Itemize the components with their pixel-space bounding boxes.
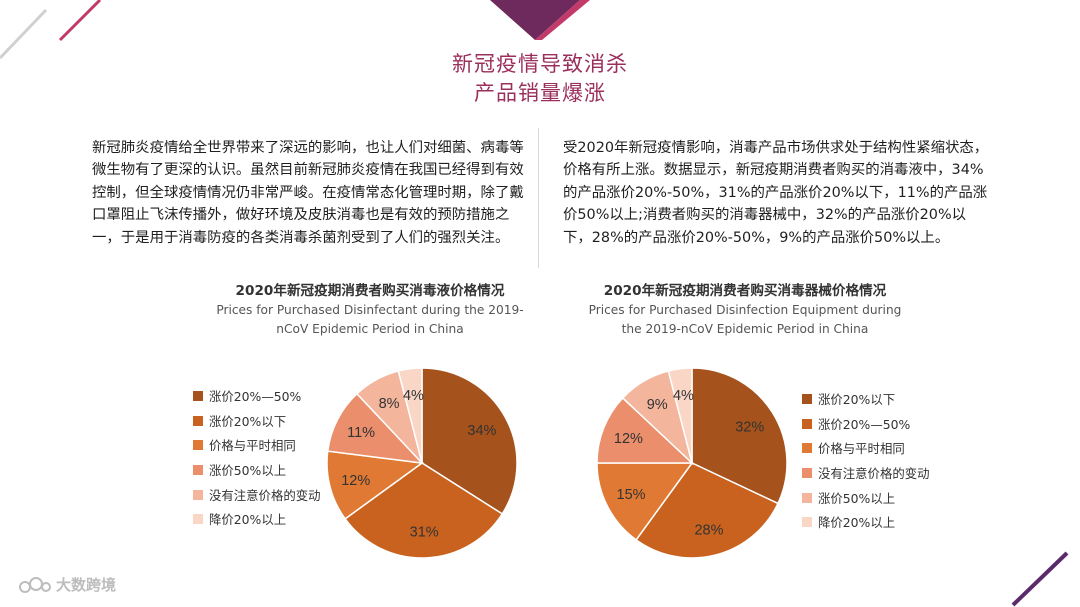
chart1-title-block: 2020年新冠疫期消费者购买消毒液价格情况 Prices for Purchas…: [205, 279, 535, 337]
decor-top-triangle: [490, 0, 590, 40]
chart1-legend-item-0: 涨价20%—50%: [193, 384, 321, 409]
chart2-legend-swatch-1: [802, 418, 812, 429]
chart2-legend-swatch-5: [802, 517, 812, 528]
chart2-legend-item-1: 涨价20%—50%: [802, 412, 930, 437]
chart1-legend-swatch-5: [193, 514, 203, 525]
chart2-title: 2020年新冠疫期消费者购买消毒器械价格情况: [603, 283, 887, 299]
chart1-slice-label-4: 8%: [379, 396, 400, 412]
chart2-slice-5: [667, 367, 693, 464]
chart2-slice-1: [635, 462, 779, 559]
chart1-slice-label-2: 12%: [341, 473, 370, 489]
chart2-slice-label-2: 15%: [617, 487, 646, 503]
chart1-slice-label-0: 34%: [467, 423, 496, 439]
chart2-legend-item-2: 价格与平时相同: [802, 436, 930, 461]
chart2-legend-label-1: 涨价20%—50%: [818, 416, 911, 432]
chart1-slice-label-3: 11%: [347, 425, 375, 441]
chart1-legend-item-3: 涨价50%以上: [193, 458, 321, 483]
watermark-logo-icon: [19, 576, 51, 593]
chart2-legend-swatch-2: [802, 443, 812, 454]
chart1-slice-3: [326, 392, 424, 465]
column-divider: [538, 128, 539, 268]
chart2-title-block: 2020年新冠疫期消费者购买消毒器械价格情况 Prices for Purcha…: [580, 279, 910, 337]
chart2-legend-label-5: 降价20%以上: [818, 515, 896, 531]
chart1-subtitle-line1: Prices for Purchased Disinfectant during…: [216, 303, 524, 317]
title-line1: 新冠疫情导致消杀: [452, 52, 628, 76]
chart1-legend-label-2: 价格与平时相同: [209, 438, 296, 454]
chart2-legend-item-4: 涨价50%以上: [802, 485, 930, 510]
chart1-subtitle-line2: nCoV Epidemic Period in China: [276, 322, 464, 336]
chart2-legend-label-0: 涨价20%以下: [818, 392, 896, 408]
decor-top-left-lines: [0, 0, 102, 60]
paragraph-left: 新冠肺炎疫情给全世界带来了深远的影响，也让人们对细菌、病毒等微生物有了更深的认识…: [92, 140, 524, 246]
chart1-title: 2020年新冠疫期消费者购买消毒液价格情况: [235, 283, 505, 299]
chart1-legend-swatch-0: [193, 391, 203, 402]
chart2-slice-3: [596, 396, 694, 464]
chart2-slice-0: [691, 367, 788, 505]
chart2-slice-label-3: 12%: [614, 431, 643, 447]
chart2-legend-label-4: 涨价50%以上: [818, 490, 896, 506]
decor-bottom-right-line: [1011, 551, 1069, 607]
chart2-slice-label-1: 28%: [694, 522, 723, 538]
chart1-legend-label-4: 没有注意价格的变动: [209, 487, 321, 503]
chart1-legend-label-1: 涨价20%以下: [209, 413, 287, 429]
chart2-legend-item-3: 没有注意价格的变动: [802, 461, 930, 486]
chart1-legend-item-1: 涨价20%以下: [193, 409, 321, 434]
watermark: 大数跨境: [18, 574, 116, 595]
chart2-slice-label-4: 9%: [647, 397, 668, 413]
chart2-subtitle-line2: the 2019-nCoV Epidemic Period in China: [621, 322, 869, 336]
chart1-slice-label-1: 31%: [410, 524, 439, 540]
chart1-pie: 34% 31% 12% 11%8% 4%: [326, 367, 518, 559]
chart1-legend-swatch-2: [193, 440, 203, 451]
chart2-legend-label-2: 价格与平时相同: [818, 441, 905, 457]
chart2-legend-swatch-4: [802, 492, 812, 503]
chart2-legend-item-5: 降价20%以上: [802, 510, 930, 535]
chart1-legend-label-5: 降价20%以上: [209, 512, 287, 528]
chart1-slice-5: [397, 367, 423, 464]
chart2-slice-label-0: 32%: [735, 419, 764, 435]
chart1-slice-1: [344, 462, 504, 559]
chart2-legend-label-3: 没有注意价格的变动: [818, 466, 930, 482]
chart1-legend-item-5: 降价20%以上: [193, 507, 321, 532]
chart1-slice-2: [326, 450, 424, 520]
chart1-legend-label-0: 涨价20%—50%: [209, 389, 302, 405]
chart1-legend-item-4: 没有注意价格的变动: [193, 482, 321, 507]
chart2-pie: 32% 28% 15% 12% 9% 4%: [596, 367, 788, 559]
paragraph-right: 受2020年新冠疫情影响，消毒产品市场供求处于结构性紧缩状态，价格有所上涨。数据…: [563, 140, 989, 246]
chart1-legend-swatch-1: [193, 415, 203, 426]
chart1-legend: 涨价20%—50% 涨价20%以下 价格与平时相同 涨价50%以上没有注意价格的变动降…: [193, 384, 321, 532]
chart2-legend: 涨价20%以下 涨价20%—50% 价格与平时相同没有注意价格的变动 涨价50%以上降…: [802, 387, 930, 535]
chart2-slice-label-5: 4%: [673, 388, 694, 404]
chart2-slice-2: [596, 462, 694, 541]
chart1-legend-label-3: 涨价50%以上: [209, 463, 287, 479]
chart1-legend-item-2: 价格与平时相同: [193, 433, 321, 458]
chart2-subtitle-line1: Prices for Purchased Disinfection Equipm…: [588, 303, 902, 317]
chart1-legend-swatch-4: [193, 489, 203, 500]
chart1-legend-swatch-3: [193, 465, 203, 476]
watermark-text: 大数跨境: [56, 576, 117, 594]
chart2-legend-item-0: 涨价20%以下: [802, 387, 930, 412]
chart2-legend-swatch-0: [802, 394, 812, 405]
title-line2: 产品销量爆涨: [474, 81, 606, 105]
chart1-slice-label-5: 4%: [403, 388, 424, 404]
chart2-legend-swatch-3: [802, 468, 812, 479]
page-title: 新冠疫情导致消杀 产品销量爆涨: [0, 50, 1080, 108]
